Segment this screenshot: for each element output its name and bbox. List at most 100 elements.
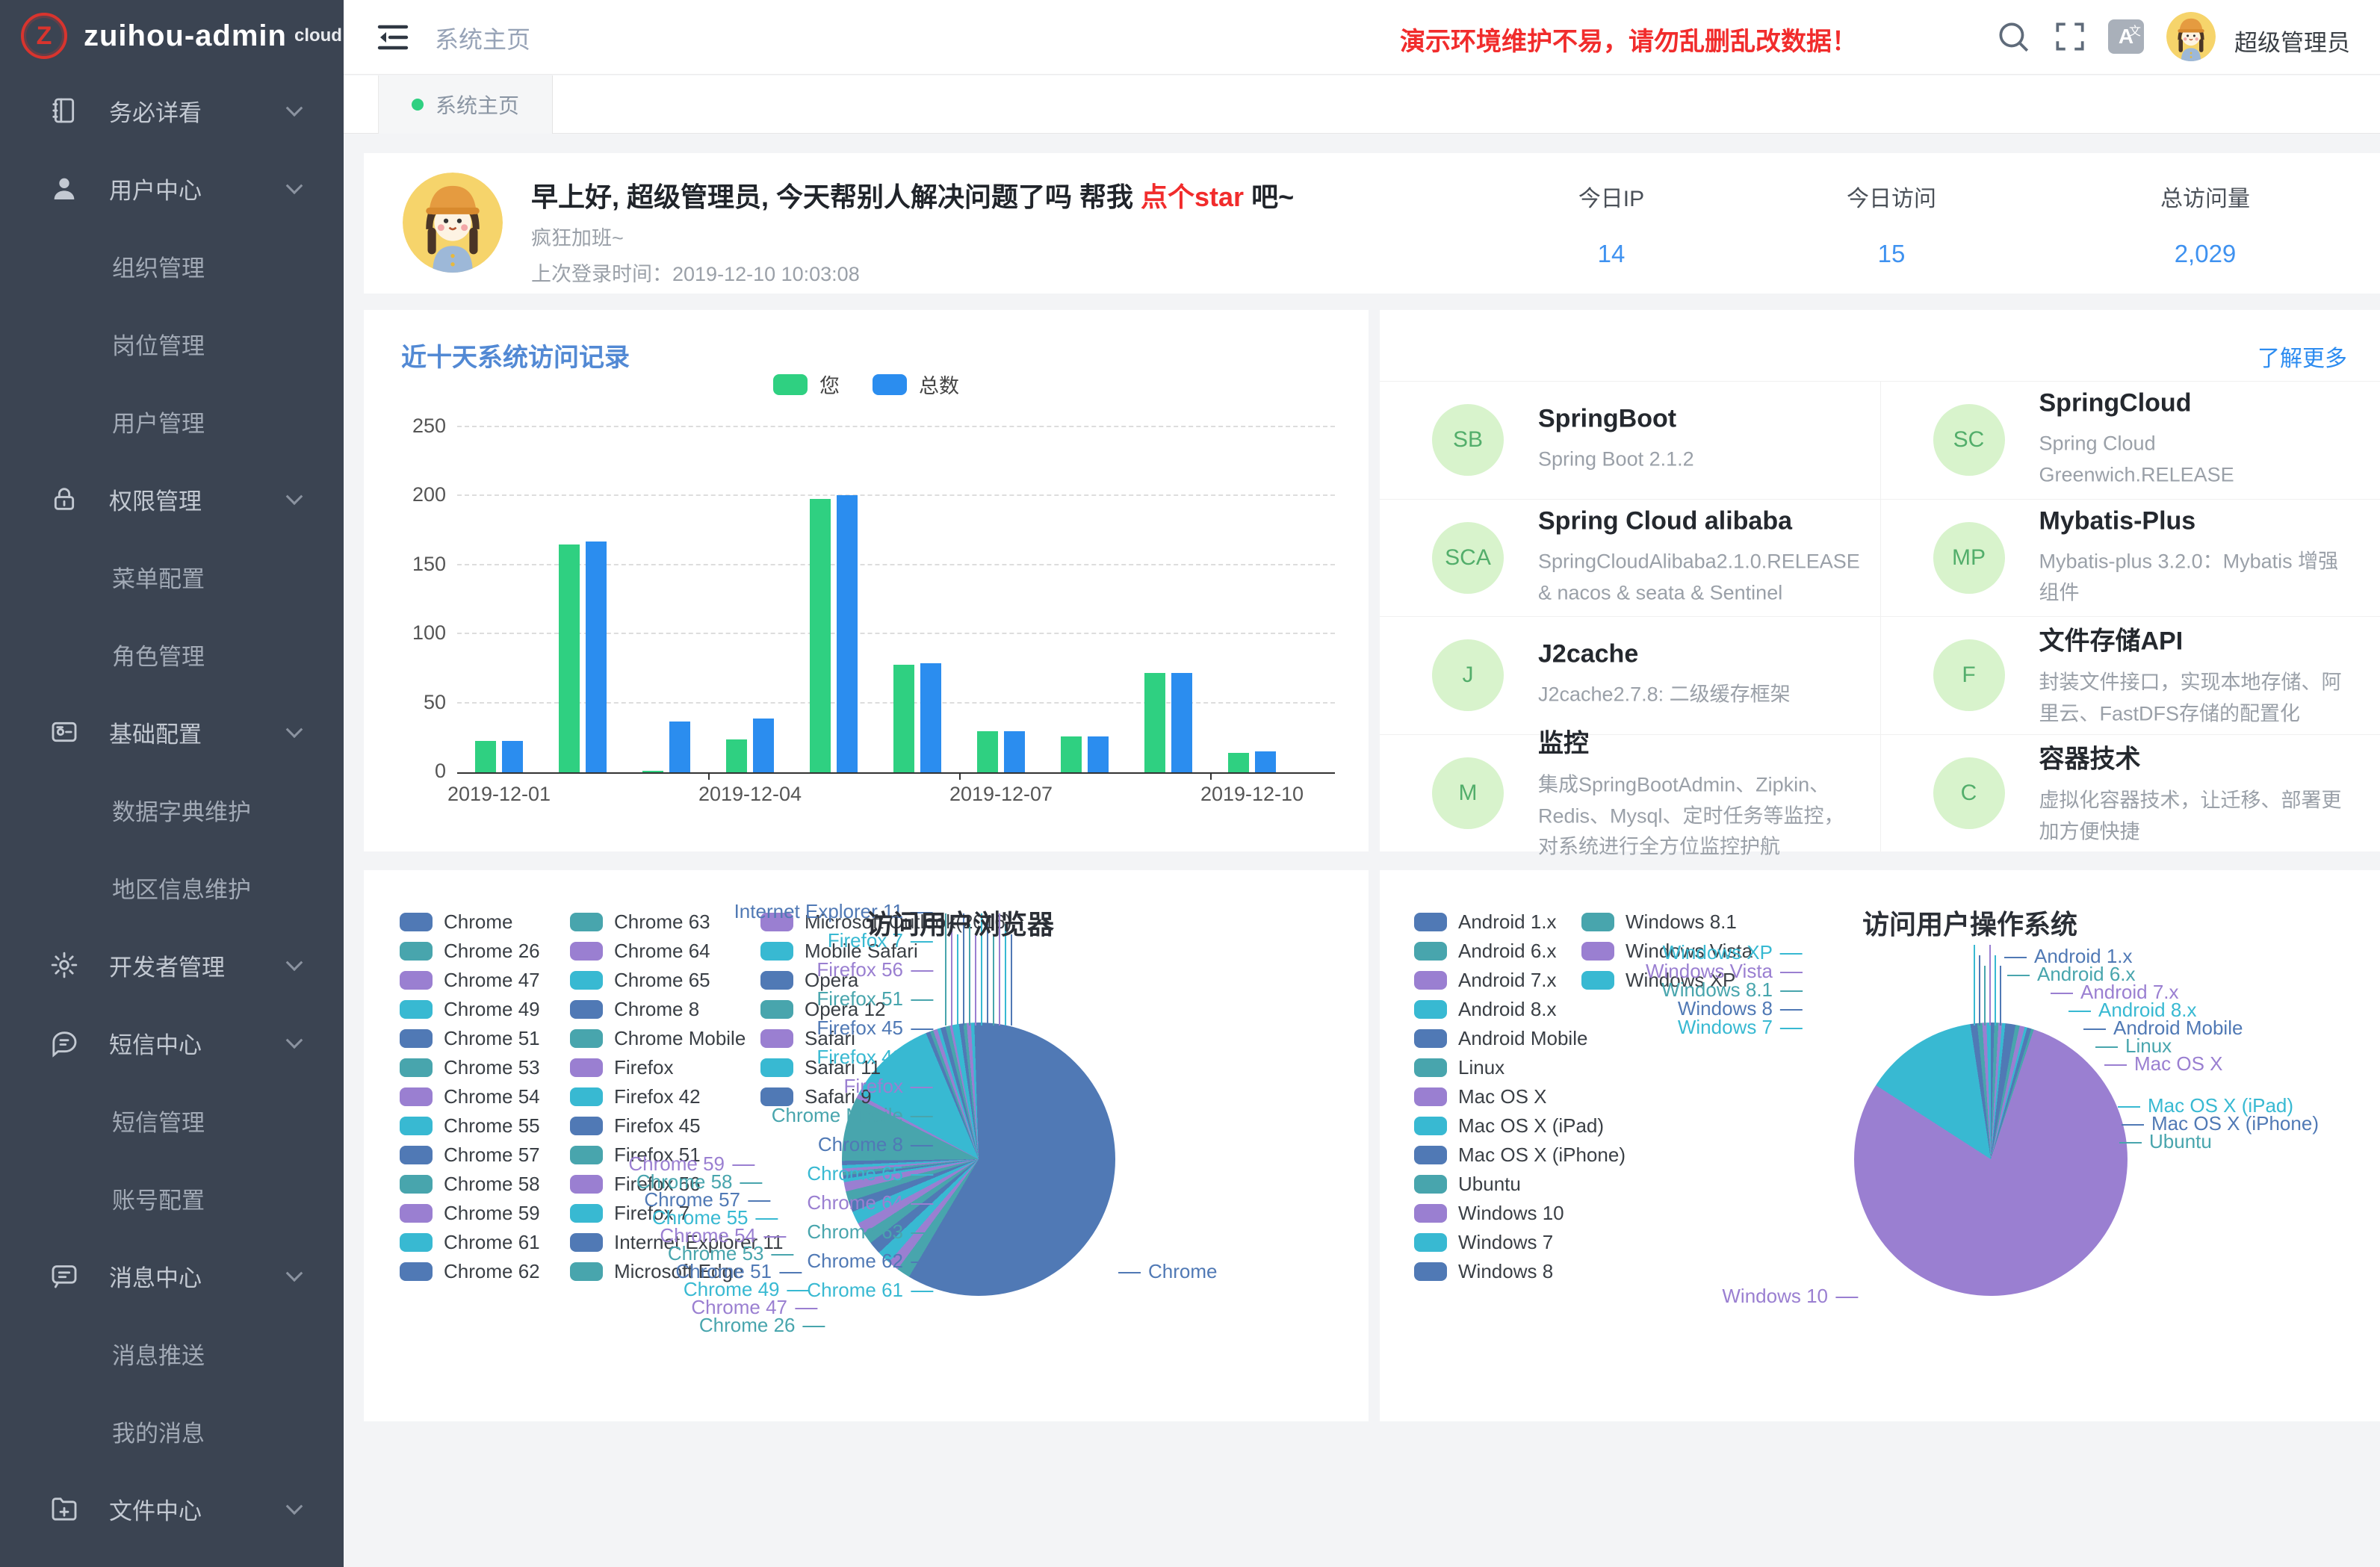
pie-legend-item-Chrome 63[interactable]: Chrome 63	[570, 910, 710, 934]
current-user-name[interactable]: 超级管理员	[2234, 30, 2350, 56]
pie-legend-item-Firefox 42[interactable]: Firefox 42	[570, 1085, 701, 1108]
pie-legend-item-Mac OS X (iPhone)[interactable]: Mac OS X (iPhone)	[1414, 1144, 1626, 1167]
star-link[interactable]: 点个star	[1141, 181, 1245, 212]
pie-legend-item-Chrome 49[interactable]: Chrome 49	[400, 998, 540, 1021]
pie-legend-item-Chrome Mobile[interactable]: Chrome Mobile	[570, 1027, 746, 1050]
sidebar-item-用户中心[interactable]: 用户中心	[0, 149, 344, 227]
pie-legend-item-Safari 11[interactable]: Safari 11	[760, 1056, 881, 1079]
sidebar-item-我的消息[interactable]: 我的消息	[0, 1392, 344, 1470]
logo-row[interactable]: Z zuihou-admin cloud	[0, 0, 344, 72]
pie-legend-item-Android 8.x[interactable]: Android 8.x	[1414, 998, 1557, 1021]
sidebar-item-账号配置[interactable]: 账号配置	[0, 1159, 344, 1237]
pie-legend-item-Chrome 54[interactable]: Chrome 54	[400, 1085, 540, 1108]
pie-legend-item-Windows 8.1[interactable]: Windows 8.1	[1581, 910, 1737, 934]
pie-legend-item-Internet Explorer 11[interactable]: Internet Explorer 11	[570, 1231, 783, 1254]
pie-legend-item-Windows Vista[interactable]: Windows Vista	[1581, 940, 1753, 963]
tech-card-文件存储API[interactable]: F 文件存储API 封装文件接口，实现本地存储、阿里云、FastDFS存储的配置化	[1879, 616, 2380, 734]
legend-item-总数[interactable]: 总数	[873, 370, 959, 399]
sidebar-item-菜单配置[interactable]: 菜单配置	[0, 538, 344, 615]
legend-label: Chrome 49	[444, 998, 540, 1020]
sidebar-item-短信管理[interactable]: 短信管理	[0, 1082, 344, 1159]
pie-legend-item-Opera 12[interactable]: Opera 12	[760, 998, 885, 1021]
pie-legend-item-Chrome 53[interactable]: Chrome 53	[400, 1056, 540, 1079]
pie-legend-item-Windows 7[interactable]: Windows 7	[1414, 1231, 1553, 1254]
pie-legend-item-Chrome 64[interactable]: Chrome 64	[570, 940, 710, 963]
pie-legend-item-Firefox 51[interactable]: Firefox 51	[570, 1144, 701, 1167]
tech-card-SpringCloud[interactable]: SC SpringCloud Spring Cloud Greenwich.RELE…	[1879, 381, 2380, 499]
pie-legend-item-Ubuntu[interactable]: Ubuntu	[1414, 1173, 1521, 1196]
pie-legend-item-Opera[interactable]: Opera	[760, 969, 858, 992]
pie-legend-item-Firefox 56[interactable]: Firefox 56	[570, 1173, 701, 1196]
tech-card-SpringBoot[interactable]: SB SpringBoot Spring Boot 2.1.2	[1380, 381, 1880, 499]
pie-legend-item-Chrome 8[interactable]: Chrome 8	[570, 998, 699, 1021]
pie-legend-item-Firefox 45[interactable]: Firefox 45	[570, 1114, 701, 1138]
pie-legend-item-Windows 10[interactable]: Windows 10	[1414, 1202, 1564, 1225]
breadcrumb[interactable]: 系统主页	[435, 26, 531, 53]
tech-card-Spring Cloud alibaba[interactable]: SCA Spring Cloud alibaba SpringCloudAlibab…	[1380, 498, 1880, 617]
pie-legend-item-Chrome 55[interactable]: Chrome 55	[400, 1114, 540, 1138]
sidebar-item-消息推送[interactable]: 消息推送	[0, 1315, 344, 1392]
pie-legend-item-Chrome 51[interactable]: Chrome 51	[400, 1027, 540, 1050]
sidebar-item-地区信息维护[interactable]: 地区信息维护	[0, 848, 344, 926]
search-icon[interactable]	[1995, 18, 2032, 55]
pie-legend-item-Chrome 47[interactable]: Chrome 47	[400, 969, 540, 992]
sidebar-item-基础配置[interactable]: 基础配置	[0, 693, 344, 771]
pie-legend-item-Safari[interactable]: Safari	[760, 1027, 855, 1050]
learn-more-link[interactable]: 了解更多	[2257, 347, 2347, 371]
pie-slice-label-Chrome 47: Chrome 47	[691, 1296, 817, 1319]
pie-legend-item-Mac OS X[interactable]: Mac OS X	[1414, 1085, 1546, 1108]
legend-label: Chrome Mobile	[614, 1027, 746, 1049]
pie-legend-item-Chrome 26[interactable]: Chrome 26	[400, 940, 540, 963]
sidebar-item-组织管理[interactable]: 组织管理	[0, 227, 344, 305]
pie-legend-item-Android 7.x[interactable]: Android 7.x	[1414, 969, 1557, 992]
tab-system-home[interactable]: 系统主页	[378, 75, 554, 134]
pie-legend-item-Chrome 59[interactable]: Chrome 59	[400, 1202, 540, 1225]
sidebar-item-文件中心[interactable]: 文件中心	[0, 1470, 344, 1548]
sidebar-item-开发者管理[interactable]: 开发者管理	[0, 926, 344, 1004]
sidebar: Z zuihou-admin cloud 务必详看 用户中心 组织管理 岗位管理 用户管…	[0, 0, 344, 1567]
legend-label: Chrome 47	[444, 969, 540, 991]
sidebar-item-消息中心[interactable]: 消息中心	[0, 1237, 344, 1315]
pie-legend-item-Chrome 61[interactable]: Chrome 61	[400, 1231, 540, 1254]
pie-legend-item-Chrome 62[interactable]: Chrome 62	[400, 1260, 540, 1283]
pie-legend-item-Safari 9[interactable]: Safari 9	[760, 1085, 872, 1108]
pie-leader-line	[1995, 955, 1996, 1025]
pie-legend-item-Linux[interactable]: Linux	[1414, 1056, 1504, 1079]
tech-card-容器技术[interactable]: C 容器技术 虚拟化容器技术，让迁移、部署更加方便快捷	[1879, 733, 2380, 851]
pie-legend-item-Firefox 7[interactable]: Firefox 7	[570, 1202, 689, 1225]
pie-legend-item-Android Mobile[interactable]: Android Mobile	[1414, 1027, 1587, 1050]
pie-legend-item-Android 1.x[interactable]: Android 1.x	[1414, 910, 1557, 934]
pie-legend-item-Microsoft Outlook(2016)[interactable]: Microsoft Outlook(2016)	[760, 910, 1011, 934]
pie-legend-item-Windows 8[interactable]: Windows 8	[1414, 1260, 1553, 1283]
legend-item-您[interactable]: 您	[773, 370, 840, 399]
tech-card-J2cache[interactable]: J J2cache J2cache2.7.8: 二级缓存框架	[1380, 616, 1880, 734]
sidebar-item-用户管理[interactable]: 用户管理	[0, 382, 344, 460]
legend-label: Firefox 51	[614, 1144, 701, 1166]
sidebar-item-务必详看[interactable]: 务必详看	[0, 72, 344, 149]
logo-icon: Z	[21, 13, 67, 59]
fullscreen-icon[interactable]	[2051, 18, 2089, 55]
pie-legend-item-Chrome 65[interactable]: Chrome 65	[570, 969, 710, 992]
pie-legend-item-Firefox[interactable]: Firefox	[570, 1056, 673, 1079]
tech-card-Mybatis-Plus[interactable]: MP Mybatis-Plus Mybatis-plus 3.2.0：Mybatis…	[1879, 498, 2380, 616]
pie-slice-label-Chrome 8: Chrome 8	[818, 1133, 933, 1156]
browser-pie[interactable]	[842, 1023, 1115, 1296]
avatar[interactable]	[2166, 12, 2216, 61]
pie-legend-item-Chrome 58[interactable]: Chrome 58	[400, 1173, 540, 1196]
pie-legend-item-Windows XP[interactable]: Windows XP	[1581, 969, 1735, 992]
sidebar-item-短信中心[interactable]: 短信中心	[0, 1004, 344, 1082]
os-pie[interactable]	[1854, 1023, 2128, 1296]
sidebar-item-角色管理[interactable]: 角色管理	[0, 615, 344, 693]
pie-legend-item-Chrome[interactable]: Chrome	[400, 910, 512, 934]
pie-legend-item-Chrome 57[interactable]: Chrome 57	[400, 1144, 540, 1167]
tech-card-监控[interactable]: M 监控 集成SpringBootAdmin、Zipkin、Redis、Mysql、…	[1380, 729, 1880, 858]
pie-legend-item-Android 6.x[interactable]: Android 6.x	[1414, 940, 1557, 963]
pie-legend-item-Mac OS X (iPad)[interactable]: Mac OS X (iPad)	[1414, 1114, 1604, 1138]
pie-legend-item-Mobile Safari[interactable]: Mobile Safari	[760, 940, 918, 963]
pie-legend-item-Microsoft Edge[interactable]: Microsoft Edge	[570, 1260, 743, 1283]
sidebar-item-岗位管理[interactable]: 岗位管理	[0, 305, 344, 382]
sidebar-item-权限管理[interactable]: 权限管理	[0, 460, 344, 538]
collapse-menu-icon[interactable]	[375, 19, 411, 55]
sidebar-item-数据字典维护[interactable]: 数据字典维护	[0, 771, 344, 848]
